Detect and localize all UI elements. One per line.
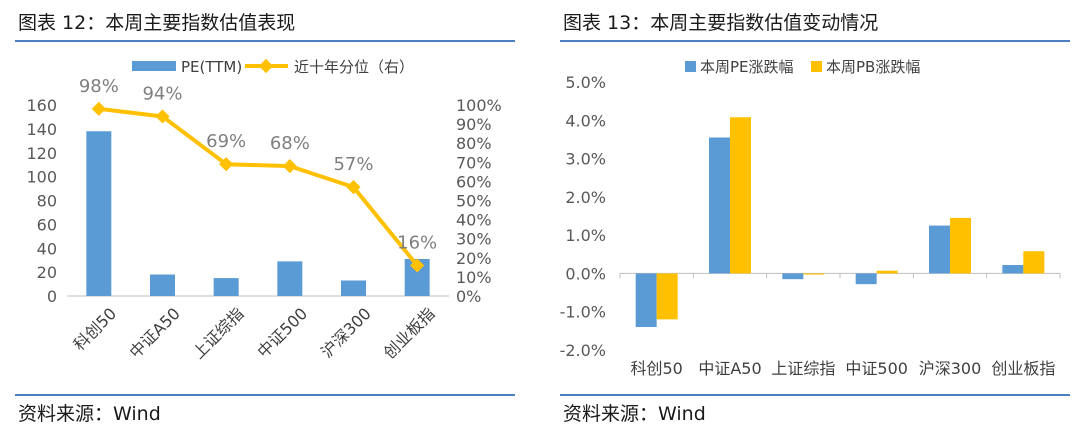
y-tick-label: 2.0% [565, 188, 606, 207]
legend-percentile-marker [258, 58, 274, 74]
right-y-tick-label: 70% [456, 153, 492, 172]
percentile-data-label: 94% [142, 83, 182, 104]
pe-change-bar [709, 137, 730, 274]
left-y-tick-label: 0 [47, 287, 57, 306]
pb-change-bar [730, 117, 751, 274]
right-source-note: 资料来源：Wind [563, 403, 706, 425]
x-category-label: 创业板指 [991, 359, 1055, 378]
right-bottom-rule [560, 394, 1070, 396]
percentile-marker [346, 180, 361, 195]
x-category-label: 中证500 [845, 359, 908, 378]
legend-pe-swatch [685, 61, 696, 72]
x-category-label: 上证综指 [189, 304, 248, 363]
x-category-label: 科创50 [630, 359, 682, 378]
left-y-tick-label: 60 [37, 215, 57, 234]
pb-change-bar [1023, 251, 1045, 274]
pe-change-bar [929, 225, 950, 274]
pe-change-bar [635, 273, 657, 328]
left-y-tick-label: 160 [26, 96, 57, 115]
valuation-change-chart: -2.0% -1.0% 0.0% 1.0% 2.0% 3.0% 4.0% 5.0% 科创50 中证… [560, 58, 1061, 378]
right-y-tick-label: 80% [456, 134, 492, 153]
right-top-rule [560, 40, 1070, 42]
x-category-label: 上证综指 [771, 359, 835, 378]
y-tick-label: 1.0% [565, 226, 606, 245]
pe-percentile-chart: 0 20 40 60 80 100 120 140 160 0%10%20%30%40%50%60… [26, 58, 502, 363]
percentile-marker [282, 159, 297, 174]
x-category-label: 中证500 [253, 304, 311, 362]
right-figure-title: 图表 13：本周主要指数估值变动情况 [563, 12, 879, 34]
right-y-tick-label: 20% [456, 249, 492, 268]
pe-change-bar [782, 273, 804, 280]
legend-pb-label: 本周PB涨跌幅 [826, 58, 920, 76]
legend-percentile-label: 近十年分位（右） [294, 58, 414, 76]
pe-bar [86, 131, 112, 296]
percentile-data-label: 98% [79, 76, 119, 97]
pe-bar [341, 280, 366, 296]
right-y-tick-label: 100% [456, 96, 502, 115]
legend-pe-label: 本周PE涨跌幅 [700, 58, 794, 76]
y-tick-label: 5.0% [565, 73, 606, 92]
pb-change-bar [656, 273, 678, 320]
percentile-data-label: 57% [333, 154, 373, 175]
left-y-tick-label: 120 [26, 144, 57, 163]
left-figure-panel: 图表 12：本周主要指数估值表现 0 20 40 60 80 100 120 140 160 0%… [0, 0, 525, 426]
pe-change-bar [855, 273, 877, 285]
y-tick-label: -1.0% [560, 303, 606, 322]
x-category-label: 科创50 [70, 304, 120, 354]
pb-change-bar [876, 270, 898, 274]
percentile-marker [410, 258, 425, 273]
left-top-rule [15, 40, 515, 42]
percentile-data-label: 69% [206, 131, 246, 152]
x-category-label: 中证A50 [126, 304, 184, 362]
pb-change-bar [950, 217, 971, 274]
x-category-label: 中证A50 [698, 359, 761, 378]
pb-change-bar [803, 273, 825, 275]
x-category-label: 创业板指 [380, 304, 439, 363]
y-tick-label: -2.0% [560, 341, 606, 360]
percentile-marker [219, 157, 234, 172]
right-y-tick-label: 60% [456, 172, 492, 191]
right-y-tick-label: 40% [456, 211, 492, 230]
percentile-data-label: 68% [270, 133, 310, 154]
left-y-tick-label: 140 [26, 120, 57, 139]
left-y-tick-label: 100 [26, 168, 57, 187]
left-bottom-rule [15, 394, 515, 396]
x-category-label: 沪深300 [919, 359, 982, 378]
y-tick-label: 3.0% [565, 150, 606, 169]
right-y-tick-label: 30% [456, 230, 492, 249]
percentile-marker [91, 101, 106, 116]
left-y-tick-label: 80 [37, 192, 57, 211]
legend-pe-swatch [132, 61, 176, 71]
y-tick-label: 4.0% [565, 111, 606, 130]
pe-bar [150, 274, 175, 296]
percentile-data-label: 16% [397, 232, 437, 253]
left-y-tick-label: 20 [37, 263, 57, 282]
legend-pb-swatch [811, 61, 822, 72]
right-y-tick-label: 0% [456, 287, 481, 306]
right-figure-panel: 图表 13：本周主要指数估值变动情况 -2.0% -1.0% 0.0% 1.0% 2.0… [545, 0, 1080, 426]
pe-bar [277, 261, 303, 296]
right-y-tick-label: 10% [456, 268, 492, 287]
x-category-label: 沪深300 [317, 304, 375, 362]
left-y-tick-label: 40 [37, 239, 57, 258]
percentile-line [98, 106, 419, 267]
legend-pe-label: PE(TTM) [181, 58, 242, 76]
left-source-note: 资料来源：Wind [18, 403, 161, 425]
right-y-tick-label: 90% [456, 115, 492, 134]
right-y-tick-label: 50% [456, 192, 492, 211]
pe-change-bar [1002, 265, 1024, 274]
left-figure-title: 图表 12：本周主要指数估值表现 [18, 12, 296, 34]
y-tick-label: 0.0% [565, 264, 606, 283]
pe-bar [213, 278, 239, 296]
